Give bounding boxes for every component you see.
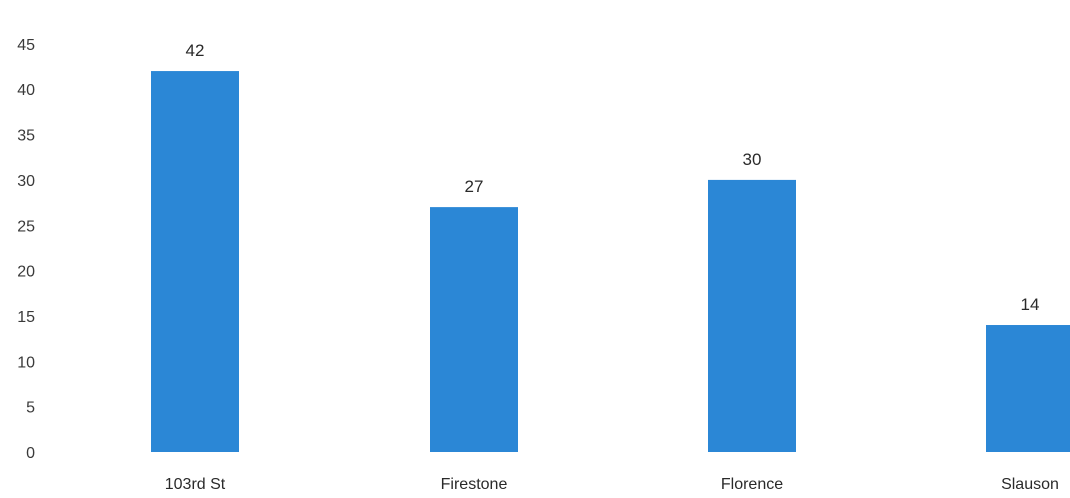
bar (708, 179, 796, 452)
y-tick-label: 5 (26, 400, 35, 417)
bars-group (151, 71, 1070, 452)
bar-value-label: 27 (465, 177, 484, 196)
y-tick-label: 35 (17, 128, 35, 145)
bar (986, 325, 1070, 452)
y-tick-label: 25 (17, 218, 35, 235)
x-axis: 103rd St Firestone Florence Slauson (165, 476, 1059, 493)
x-category-label: 103rd St (165, 476, 226, 493)
y-tick-label: 40 (17, 82, 35, 99)
bar-value-label: 30 (743, 150, 762, 169)
x-category-label: Florence (721, 476, 783, 493)
bar-value-label: 14 (1021, 295, 1040, 314)
bar (430, 207, 518, 452)
y-tick-label: 45 (17, 37, 35, 54)
bar (151, 71, 239, 452)
y-tick-label: 0 (26, 445, 35, 462)
x-category-label: Slauson (1001, 476, 1059, 493)
y-tick-label: 15 (17, 309, 35, 326)
y-tick-label: 20 (17, 264, 35, 281)
data-labels-group: 42 27 30 14 (186, 41, 1040, 314)
bar-value-label: 42 (186, 41, 205, 60)
y-axis: 0 5 10 15 20 25 30 35 40 45 (17, 37, 35, 462)
y-tick-label: 10 (17, 354, 35, 371)
y-tick-label: 30 (17, 173, 35, 190)
x-category-label: Firestone (441, 476, 508, 493)
